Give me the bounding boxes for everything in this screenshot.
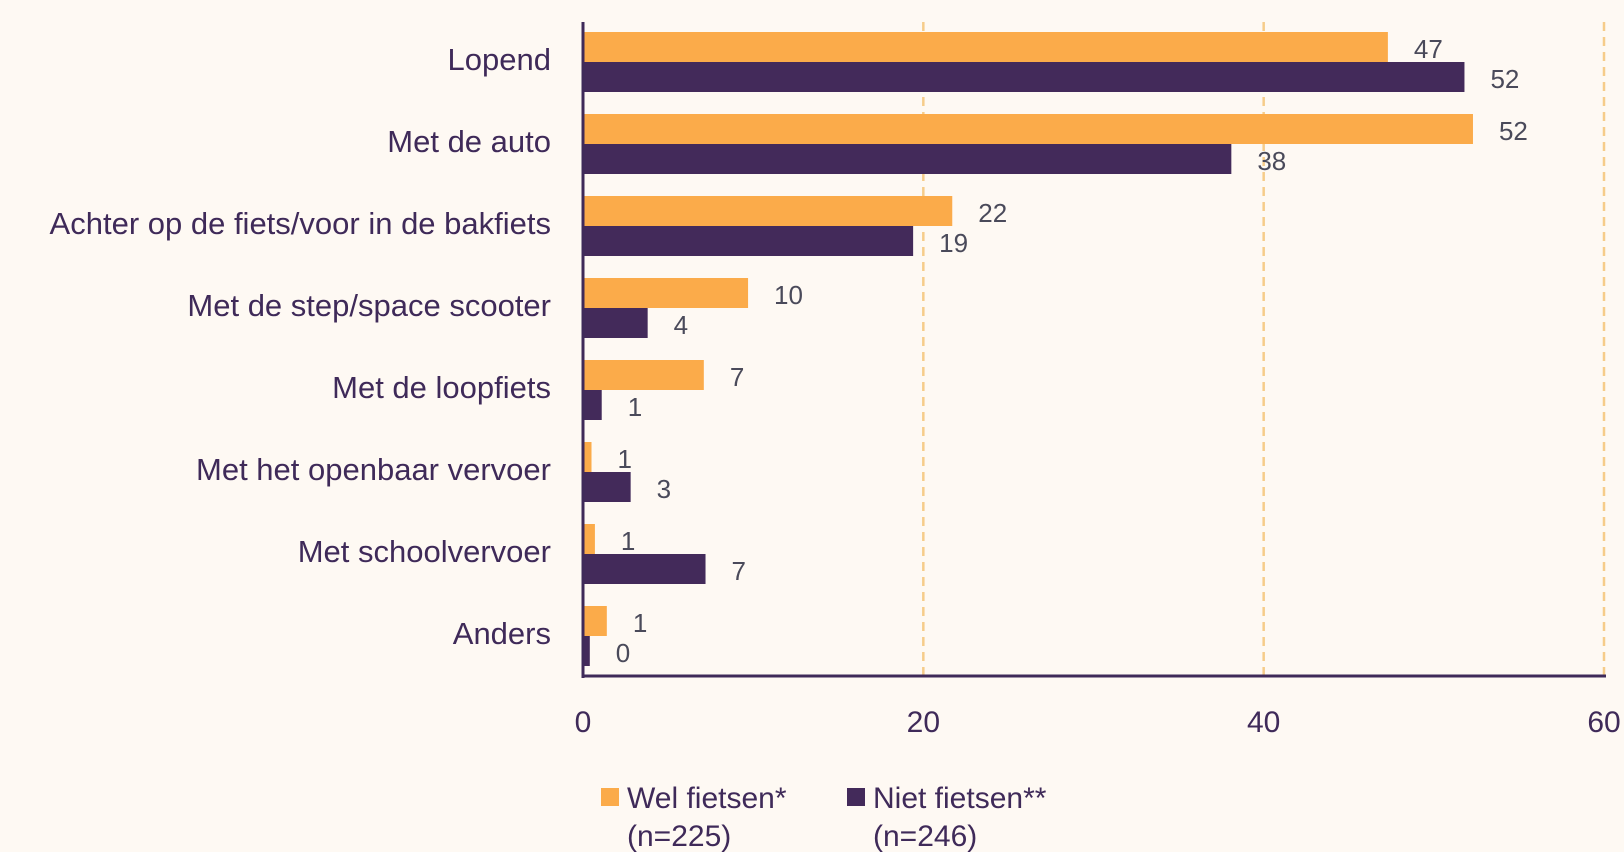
value-label: 1: [618, 444, 632, 474]
value-label: 1: [621, 526, 635, 556]
value-label: 1: [628, 392, 642, 422]
x-tick-labels: 0 20 40 60: [575, 706, 1621, 739]
value-label: 4: [674, 310, 688, 340]
value-label: 19: [939, 228, 968, 258]
value-label: 52: [1490, 64, 1519, 94]
bar: [583, 144, 1232, 174]
bar: [583, 308, 648, 338]
legend-swatch: [601, 788, 619, 806]
category-label: Anders: [453, 616, 551, 651]
bar: [583, 196, 953, 226]
value-label: 22: [978, 198, 1007, 228]
bar: [583, 524, 595, 554]
x-tick-label: 20: [907, 706, 940, 739]
x-tick-label: 60: [1587, 706, 1620, 739]
category-labels: Lopend Met de auto Achter op de fiets/voor…: [50, 42, 551, 651]
bar: [583, 226, 914, 256]
category-label: Lopend: [448, 42, 551, 77]
value-label: 7: [732, 556, 746, 586]
legend-label-sample-size: (n=246): [873, 820, 977, 852]
value-label: 7: [730, 362, 744, 392]
x-tick-label: 40: [1247, 706, 1280, 739]
value-label: 47: [1414, 34, 1443, 64]
bar: [583, 390, 602, 420]
axes: [581, 22, 1606, 678]
value-label: 10: [774, 280, 803, 310]
bar: [583, 278, 749, 308]
bar: [583, 636, 590, 666]
bar: [583, 472, 631, 502]
value-label: 3: [657, 474, 671, 504]
bars: [583, 32, 1473, 666]
bar: [583, 442, 592, 472]
category-label: Met de auto: [387, 124, 551, 159]
category-label: Met de step/space scooter: [187, 288, 551, 323]
value-label: 52: [1499, 116, 1528, 146]
bar: [583, 606, 607, 636]
category-label: Met het openbaar vervoer: [196, 452, 551, 487]
value-label: 0: [616, 638, 630, 668]
bar: [583, 114, 1473, 144]
bar: [583, 554, 706, 584]
legend-label: Wel fietsen*: [627, 782, 787, 815]
category-label: Met de loopfiets: [332, 370, 551, 405]
value-label: 1: [633, 608, 647, 638]
legend: Wel fietsen* (n=225) Niet fietsen** (n=246): [601, 782, 1047, 852]
legend-swatch: [847, 788, 865, 806]
legend-label-sample-size: (n=225): [627, 820, 731, 852]
legend-label: Niet fietsen**: [873, 782, 1047, 815]
category-label: Met schoolvervoer: [298, 534, 551, 569]
bar: [583, 360, 704, 390]
value-label: 38: [1257, 146, 1286, 176]
category-label: Achter op de fiets/voor in de bakfiets: [50, 206, 551, 241]
bar: [583, 62, 1465, 92]
x-tick-label: 0: [575, 706, 592, 739]
bar: [583, 32, 1388, 62]
